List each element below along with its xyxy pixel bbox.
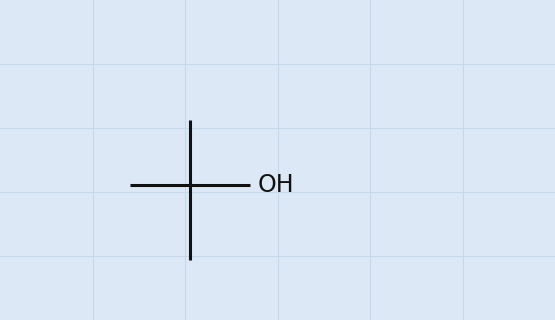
Text: OH: OH <box>258 173 295 197</box>
